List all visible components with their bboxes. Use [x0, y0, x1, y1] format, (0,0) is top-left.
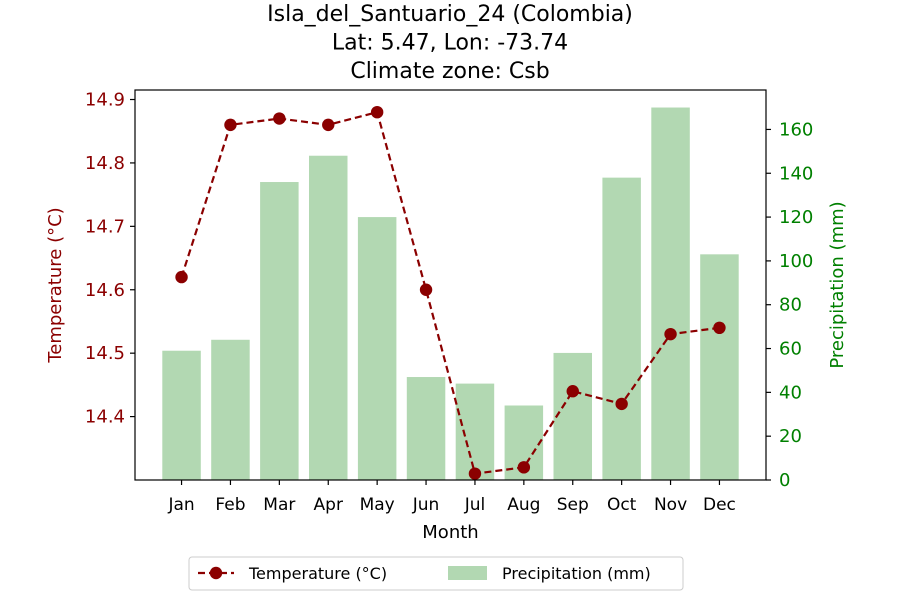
right-y-tick-label: 0 — [779, 470, 790, 491]
precipitation-bar — [455, 383, 495, 480]
left-y-axis: 14.4 14.5 14.6 14.7 14.8 14.9 — [85, 90, 135, 428]
precipitation-bar — [700, 254, 739, 480]
temperature-point — [517, 461, 531, 474]
left-y-axis-label: Temperature (°C) — [45, 207, 66, 363]
right-y-tick-label: 120 — [779, 207, 813, 228]
x-tick-label: Nov — [654, 495, 687, 515]
x-tick-label: Oct — [607, 495, 637, 515]
legend-precipitation-swatch — [448, 566, 487, 580]
x-tick-label: Jan — [167, 495, 194, 515]
chart-title-line: Isla_del_Santuario_24 (Colombia) — [267, 2, 633, 27]
temperature-point — [468, 467, 482, 480]
temperature-line — [175, 105, 726, 480]
precipitation-bar — [602, 177, 641, 480]
legend-box — [188, 556, 684, 591]
precipitation-bar — [260, 182, 299, 481]
x-tick-label: Aug — [507, 495, 540, 515]
right-y-tick-label: 140 — [779, 163, 813, 184]
temperature-series-line — [180, 110, 720, 475]
left-y-tick-label: 14.9 — [85, 90, 125, 111]
temperature-point — [566, 385, 579, 398]
x-tick-label: Apr — [314, 495, 343, 515]
legend-temperature-marker — [209, 566, 223, 580]
precipitation-bars — [162, 107, 739, 481]
x-tick-label: Mar — [263, 495, 295, 515]
precipitation-bar — [309, 155, 348, 480]
temperature-point — [713, 321, 726, 335]
x-axis-label: Month — [422, 522, 478, 543]
right-y-tick-label: 40 — [779, 382, 802, 403]
temperature-point — [224, 118, 237, 132]
precipitation-bar — [406, 377, 446, 480]
x-tick-label: Feb — [215, 495, 245, 515]
temperature-point — [322, 118, 335, 132]
chart-title-line: Climate zone: Csb — [350, 59, 549, 84]
left-y-tick-label: 14.7 — [85, 216, 125, 237]
legend-precipitation-label: Precipitation (mm) — [502, 564, 651, 583]
right-y-tick-label: 20 — [779, 426, 802, 447]
right-y-tick-label: 160 — [779, 119, 813, 140]
left-y-tick-label: 14.8 — [85, 153, 125, 174]
plot-frame — [134, 89, 767, 481]
precipitation-bar — [651, 107, 690, 481]
x-tick-label: Jul — [464, 495, 486, 515]
x-tick-label: May — [360, 495, 395, 515]
temperature-point — [273, 112, 286, 125]
left-y-tick-label: 14.6 — [85, 280, 125, 301]
temperature-point — [664, 327, 677, 341]
precipitation-bar — [357, 217, 397, 480]
left-y-tick-label: 14.5 — [85, 343, 125, 364]
legend-temperature-label: Temperature (°C) — [248, 564, 387, 583]
temperature-point — [175, 270, 188, 284]
x-tick-label: Jun — [412, 495, 440, 515]
legend: Temperature (°C) Precipitation (mm) — [188, 556, 684, 591]
right-y-axis: 0 20 40 60 80 100 120 140 160 — [766, 119, 813, 491]
right-y-tick-label: 100 — [779, 251, 813, 272]
temperature-point — [370, 105, 384, 119]
precipitation-bar — [553, 352, 592, 480]
left-y-tick-label: 14.4 — [85, 407, 125, 428]
right-y-tick-label: 60 — [779, 339, 802, 360]
right-y-tick-label: 80 — [779, 295, 802, 316]
chart-title: Isla_del_Santuario_24 (Colombia) Lat: 5.4… — [267, 2, 633, 84]
x-tick-label: Dec — [703, 495, 736, 515]
right-y-axis-label: Precipitation (mm) — [827, 201, 848, 368]
temperature-point — [419, 283, 433, 296]
x-axis: Jan Feb Mar Apr May Jun Jul Aug Sep Oct Nov Dec — [167, 480, 736, 515]
x-tick-label: Sep — [557, 495, 589, 515]
chart-title-line: Lat: 5.47, Lon: -73.74 — [332, 31, 568, 56]
precipitation-bar — [162, 350, 201, 480]
temperature-point — [615, 397, 628, 411]
precipitation-bar — [211, 339, 250, 480]
